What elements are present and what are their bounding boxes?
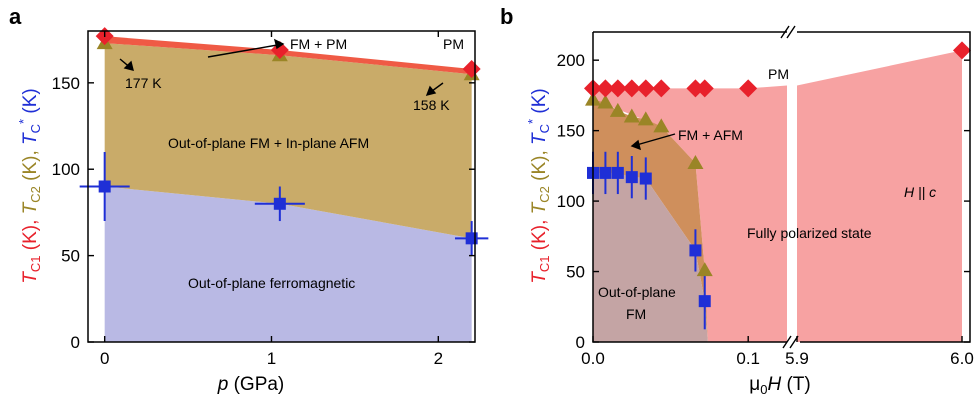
tc2-point	[597, 94, 614, 109]
annotation-h-parallel-c: H || c	[904, 184, 936, 200]
tc-star-point	[273, 197, 286, 210]
annotation-fm-pm: FM + PM	[290, 36, 347, 52]
panel-label-b: b	[500, 4, 513, 29]
tc-star-point	[611, 166, 624, 179]
fully-polarized-region-left	[593, 85, 787, 342]
y-tick-label-b: 0	[576, 333, 585, 352]
x-tick-label-a: 2	[434, 349, 443, 368]
y-tick-label-a: 50	[61, 247, 80, 266]
fm-afm-region	[593, 99, 708, 343]
y-tick-label-a: 0	[71, 333, 80, 352]
annotation-pm: PM	[443, 36, 464, 52]
annotation-out-of-plane: Out-of-plane	[598, 284, 676, 300]
annotation-158k: 158 K	[413, 97, 450, 113]
x-tick-label-a: 1	[267, 349, 276, 368]
y-tick-label-b: 50	[566, 263, 585, 282]
tc1-point	[695, 79, 714, 98]
tc2-point	[637, 111, 654, 126]
tc-star-point	[465, 232, 478, 245]
annotation-fully-polarized: Fully polarized state	[747, 225, 872, 241]
tc-star-point	[698, 295, 711, 308]
panel-a: 0 1 2 0 50 100 150 FM + PM PM 177 K 158 K Out-…	[16, 27, 489, 395]
tc1-point	[608, 79, 627, 98]
x-axis-label-b: μ0H (T)	[749, 374, 810, 397]
tc1-point	[462, 60, 481, 79]
panel-a-arrows	[119, 38, 444, 97]
annotation-fm-afm-region: Out-of-plane FM + In-plane AFM	[168, 135, 369, 151]
annotation-pm-b: PM	[768, 66, 789, 82]
tc1-point	[739, 79, 758, 98]
x-tick-label-b: 5.9	[785, 349, 809, 368]
panel-a-frame	[87, 30, 476, 343]
tc2-point	[653, 118, 670, 133]
tc1-point	[622, 79, 641, 98]
tc1-point	[596, 79, 615, 98]
y-tick-label-b: 100	[557, 192, 585, 211]
annotation-ferro-region: Out-of-plane ferromagnetic	[188, 275, 355, 291]
y-tick-label-a: 100	[52, 160, 80, 179]
panel-b-frame-right	[797, 31, 971, 343]
y-tick-label-a: 150	[52, 74, 80, 93]
tc-star-point	[689, 244, 702, 257]
fully-polarized-region-right	[797, 50, 962, 343]
fm-pm-band	[104, 36, 472, 75]
tc2-point	[609, 102, 626, 117]
tc2-point	[696, 262, 713, 277]
panel-label-a: a	[9, 4, 22, 29]
x-axis-label-a: p (GPa)	[217, 374, 285, 395]
panel-b: 0.0 0.1 5.9 6.0 0 50 100 150 200 PM FM + AFM H |…	[525, 25, 974, 397]
panel-b-arrow	[630, 133, 676, 151]
x-tick-label-a: 0	[100, 349, 109, 368]
x-tick-label-b: 0.0	[581, 349, 605, 368]
tc-star-point	[98, 180, 111, 193]
annotation-fm-b: FM	[626, 306, 646, 322]
out-of-plane-fm-region	[593, 172, 708, 342]
tc-star-point	[639, 172, 652, 185]
y-axis-label-b: TC1 (K), TC2 (K), TC* (K)	[525, 88, 552, 283]
tc1-point	[636, 79, 655, 98]
tc2-point	[623, 108, 640, 123]
annotation-177k: 177 K	[125, 75, 162, 91]
tc-star-point	[599, 166, 612, 179]
tc2-point	[687, 155, 704, 170]
y-tick-label-b: 200	[557, 51, 585, 70]
axis-break-gap	[791, 32, 797, 344]
tc-star-point	[625, 171, 638, 184]
tc1-point	[652, 79, 671, 98]
y-axis-label-a: TC1 (K), TC2 (K), TC* (K)	[16, 88, 43, 283]
axis-break-markers	[780, 25, 799, 349]
x-tick-label-b: 6.0	[950, 349, 974, 368]
tc1-point	[686, 79, 705, 98]
fm-afm-region	[104, 43, 472, 239]
y-tick-label-b: 150	[557, 122, 585, 141]
ferromagnetic-region	[104, 186, 472, 342]
annotation-fm-afm-b: FM + AFM	[678, 127, 743, 143]
x-tick-label-b: 0.1	[736, 349, 760, 368]
tc1-point	[953, 41, 971, 60]
